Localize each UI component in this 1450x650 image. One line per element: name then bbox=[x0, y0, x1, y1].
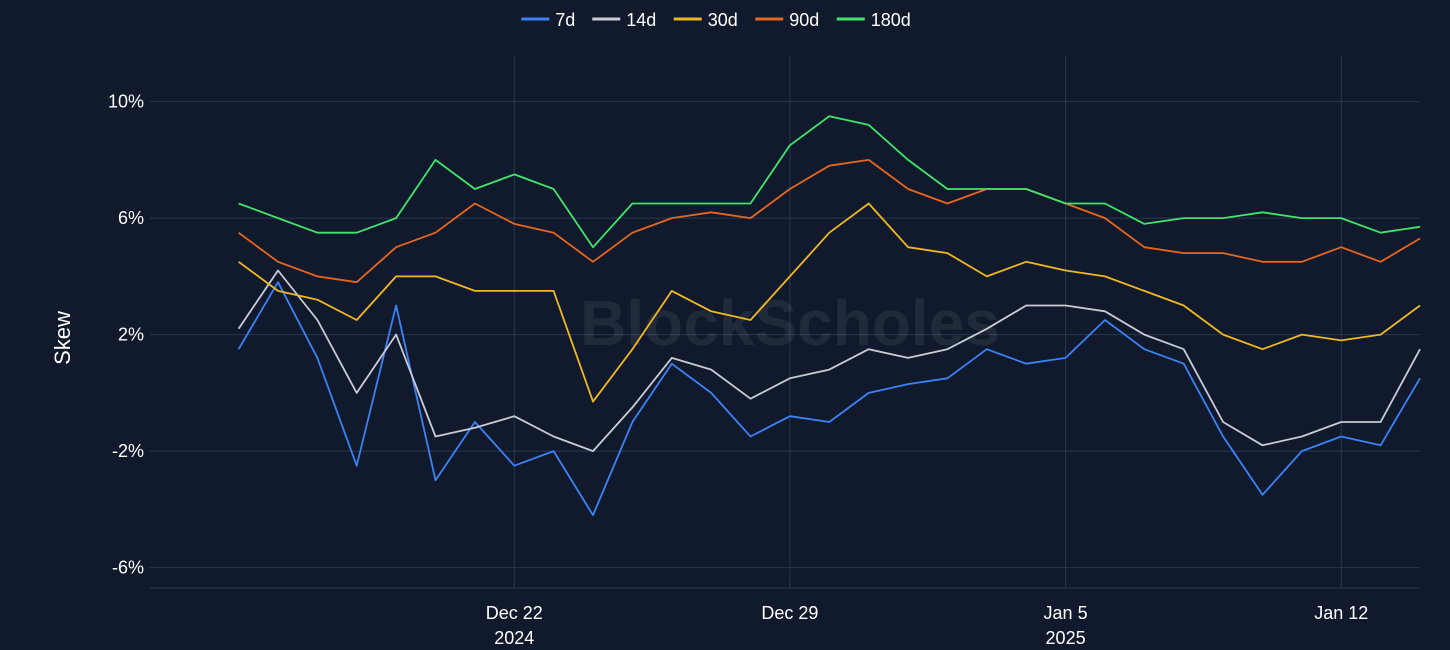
series-line-14d bbox=[237, 269, 1421, 452]
series-line-180d bbox=[238, 115, 1421, 249]
series-line-7d bbox=[237, 281, 1421, 517]
y-tick-label: 10% bbox=[108, 92, 144, 112]
series-line-90d bbox=[238, 159, 1421, 284]
y-tick-label: 2% bbox=[118, 325, 144, 345]
watermark-text: BlockScholes bbox=[580, 287, 1000, 359]
y-axis-title: Skew bbox=[50, 311, 75, 365]
y-axis-ticks: 10% 6% 2% -2% -6% bbox=[108, 92, 144, 578]
legend-label-30d[interactable]: 30d bbox=[708, 10, 738, 30]
legend-label-14d[interactable]: 14d bbox=[626, 10, 656, 30]
y-tick-label: 6% bbox=[118, 208, 144, 228]
legend-label-90d[interactable]: 90d bbox=[789, 10, 819, 30]
x-tick-label: Dec 29 bbox=[761, 603, 818, 623]
y-tick-label: -2% bbox=[112, 441, 144, 461]
series-lines bbox=[237, 115, 1421, 517]
legend-label-180d[interactable]: 180d bbox=[871, 10, 911, 30]
x-tick-label: Jan 5 bbox=[1044, 603, 1088, 623]
x-tick-label: Dec 22 bbox=[486, 603, 543, 623]
gridlines bbox=[150, 55, 1420, 589]
legend[interactable]: 7d 14d 30d 90d 180d bbox=[521, 10, 911, 30]
x-tick-year-label: 2025 bbox=[1046, 628, 1086, 648]
series-line-30d bbox=[238, 202, 1421, 403]
y-tick-label: -6% bbox=[112, 558, 144, 578]
x-axis-ticks: Dec 22 2024 Dec 29 Jan 5 2025 Jan 12 bbox=[486, 603, 1369, 648]
legend-label-7d[interactable]: 7d bbox=[555, 10, 575, 30]
x-tick-year-label: 2024 bbox=[494, 628, 534, 648]
x-tick-label: Jan 12 bbox=[1314, 603, 1368, 623]
